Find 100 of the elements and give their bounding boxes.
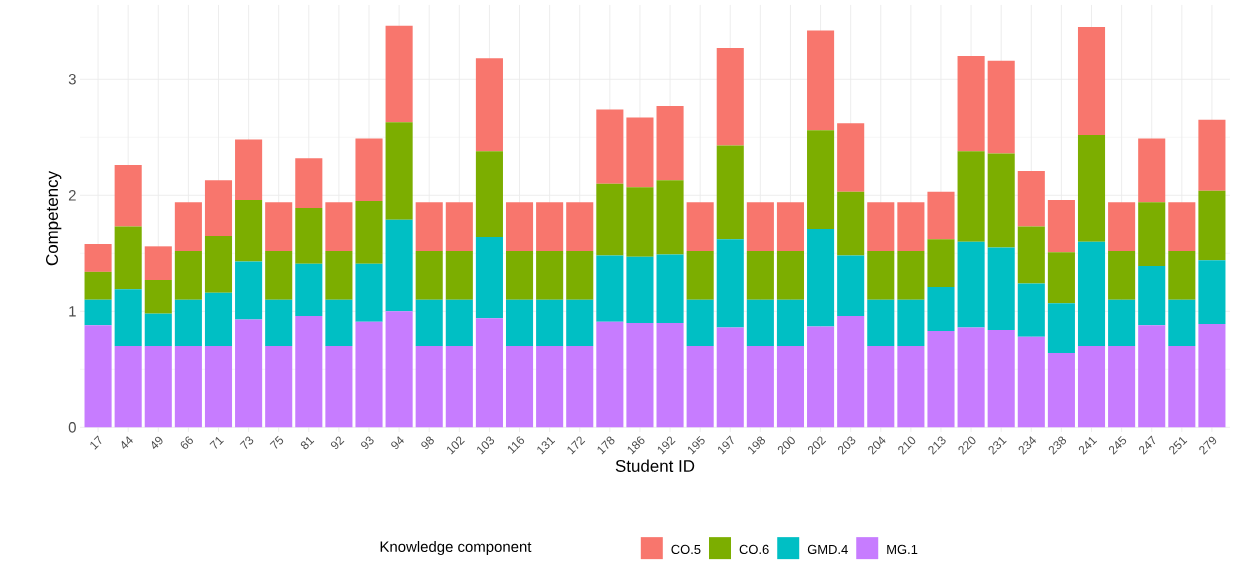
bar [566, 250, 594, 300]
x-tick-label: 116 [507, 436, 525, 454]
bar [144, 246, 172, 280]
x-tick-label: 66 [180, 436, 193, 449]
x-tick-label: 251 [1169, 437, 1188, 455]
bar [1047, 353, 1075, 428]
y-axis-title: Competency [46, 170, 62, 266]
bar [415, 299, 443, 347]
x-tick-label: 279 [1199, 436, 1217, 455]
x-tick-label: 241 [1078, 437, 1097, 455]
bar [1017, 336, 1045, 428]
bar [385, 122, 413, 220]
bar [867, 346, 895, 428]
x-tick-label: 204 [868, 436, 886, 455]
bar [897, 299, 925, 347]
bar [957, 56, 985, 152]
x-tick-label: 75 [269, 435, 284, 449]
bar [445, 202, 473, 251]
bar [596, 109, 624, 184]
bar [295, 315, 323, 428]
bar [265, 202, 293, 251]
bar [746, 299, 774, 347]
bar [626, 187, 654, 257]
x-tick-label: 213 [928, 436, 946, 455]
bar [626, 256, 654, 323]
bar [174, 299, 202, 347]
bar [807, 326, 835, 428]
bar [626, 117, 654, 188]
bar [536, 299, 564, 347]
x-tick-label: 231 [988, 437, 1007, 455]
bar [566, 346, 594, 428]
bar [776, 202, 805, 251]
bar [927, 286, 955, 332]
bar [1108, 202, 1136, 251]
bar [987, 329, 1015, 428]
bar [927, 239, 955, 287]
bar [807, 130, 835, 229]
bar [415, 346, 443, 428]
bar [1108, 346, 1136, 428]
bar [355, 201, 383, 264]
bar [716, 47, 744, 146]
x-tick-label: 81 [300, 437, 315, 450]
bar [536, 346, 564, 428]
x-tick-label: 192 [657, 436, 676, 455]
x-tick-label: 238 [1048, 436, 1067, 455]
bar [927, 191, 955, 240]
bar [355, 263, 383, 322]
bar [656, 180, 684, 255]
x-tick-label: 198 [748, 436, 766, 455]
bar [235, 261, 263, 320]
bar [716, 145, 744, 240]
y-tick-label: 3 [68, 73, 76, 85]
bar [355, 138, 383, 202]
bar [656, 254, 684, 323]
bar [325, 346, 353, 428]
bar [1138, 138, 1166, 203]
bar [475, 151, 503, 238]
bar [897, 250, 925, 300]
x-tick-label: 220 [958, 436, 976, 455]
bar [144, 313, 172, 347]
bar [1138, 202, 1166, 267]
bar [867, 250, 895, 300]
bar [1047, 252, 1075, 304]
bar [716, 239, 744, 328]
bar [505, 202, 534, 251]
x-tick-label: 234 [1018, 436, 1037, 455]
bar [566, 299, 594, 347]
bar [1168, 299, 1196, 347]
bar [987, 153, 1015, 248]
bar [1198, 260, 1226, 325]
bar [445, 299, 473, 347]
bar [686, 346, 714, 428]
bar [957, 241, 985, 328]
bar [265, 250, 293, 300]
bar [656, 105, 684, 181]
x-tick-label: 178 [597, 436, 615, 455]
bar [1077, 346, 1106, 428]
legend-label: CO.6 [739, 544, 769, 555]
x-tick-label: 200 [777, 436, 795, 455]
bar [114, 165, 142, 227]
bar [867, 202, 895, 251]
bar [174, 202, 202, 251]
x-tick-label: 93 [361, 436, 374, 450]
bar [1168, 250, 1196, 300]
bar [235, 139, 263, 200]
x-tick-label: 210 [898, 436, 916, 455]
x-tick-label: 92 [330, 436, 345, 450]
bar [445, 250, 473, 300]
bar [445, 346, 473, 428]
bar [1077, 134, 1106, 242]
y-tick-label: 1 [69, 306, 76, 317]
bar [385, 311, 413, 428]
bar [1198, 324, 1226, 428]
x-tick-label: 94 [391, 436, 404, 450]
x-tick-label: 202 [807, 436, 827, 455]
bar [475, 237, 503, 319]
legend-label: GMD.4 [807, 544, 848, 555]
bar [295, 263, 323, 316]
bar [1168, 202, 1196, 251]
bar [84, 299, 112, 326]
